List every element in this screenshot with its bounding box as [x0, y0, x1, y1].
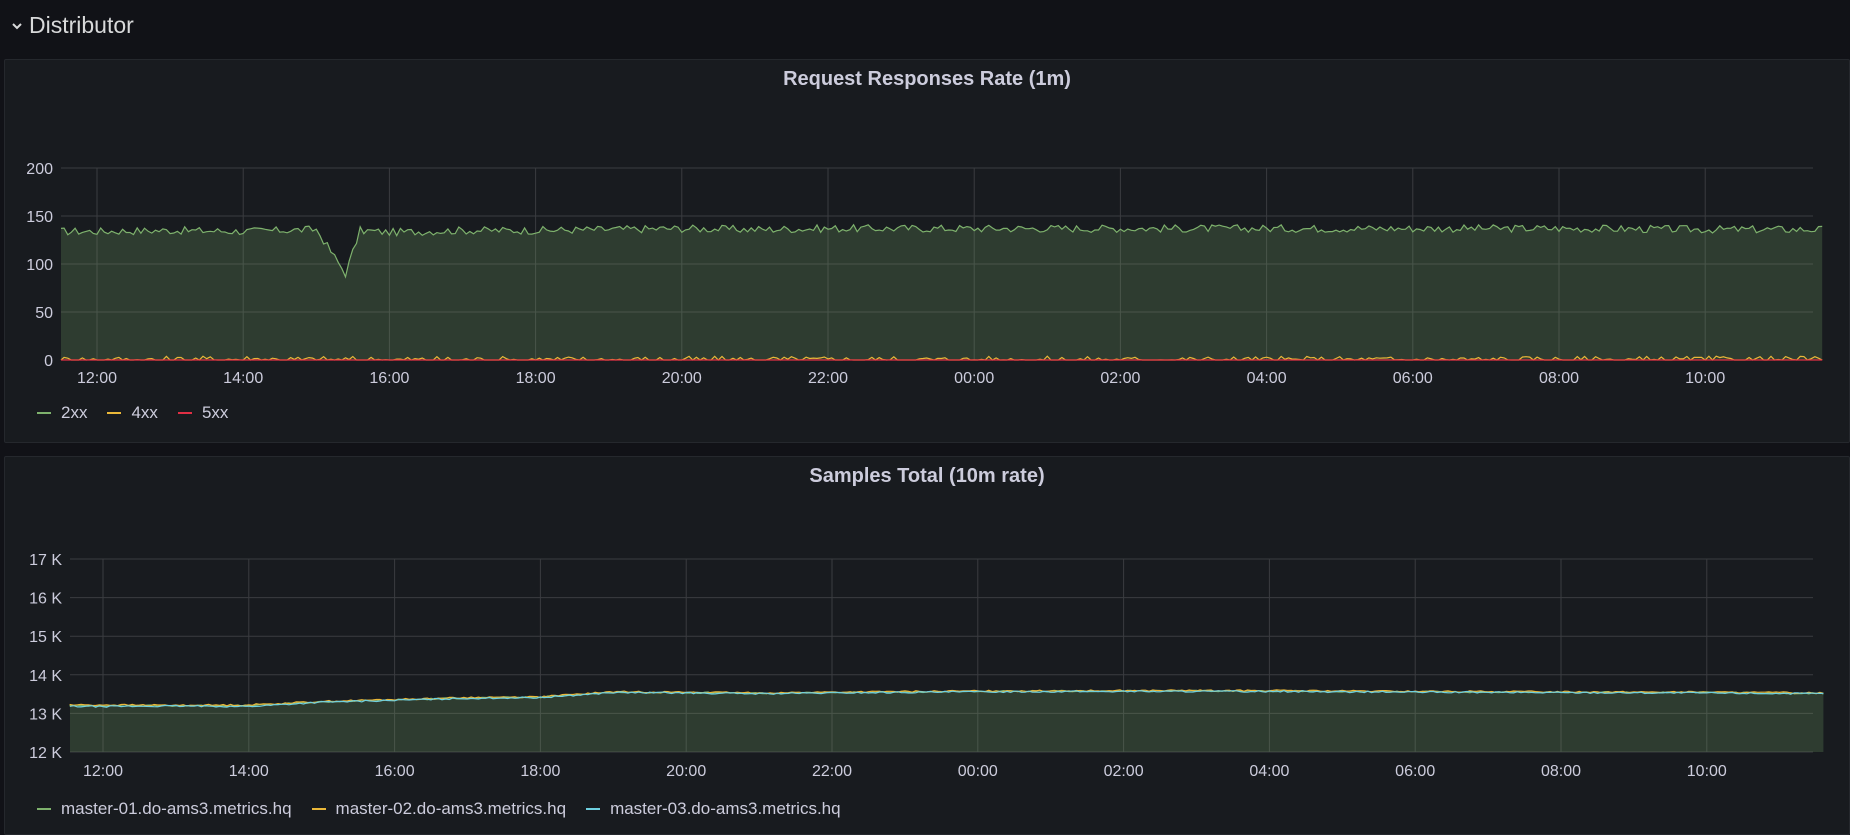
legend-swatch: [107, 412, 122, 414]
y-tick-label: 50: [35, 305, 53, 322]
legend-label: 5xx: [201, 403, 229, 422]
y-tick-label: 14 K: [29, 668, 62, 685]
series-line-2xx: [60, 223, 1823, 279]
chart-legend: 2xx 4xx 5xx: [37, 403, 228, 423]
x-tick-label: 18:00: [516, 370, 556, 387]
panel-title[interactable]: Request Responses Rate (1m): [783, 68, 1071, 90]
row-title: Distributor: [29, 11, 134, 38]
chevron-down-icon[interactable]: [9, 18, 25, 34]
x-tick-label: 04:00: [1249, 763, 1289, 780]
legend-swatch: [37, 412, 51, 414]
x-tick-label: 22:00: [812, 763, 852, 780]
legend-swatch: [586, 808, 601, 810]
legend-item[interactable]: 5xx: [177, 403, 229, 423]
row-header-distributor[interactable]: Distributor: [0, 0, 1850, 50]
x-tick-label: 02:00: [1100, 370, 1140, 387]
x-tick-label: 14:00: [229, 763, 269, 780]
y-tick-label: 200: [26, 161, 53, 178]
series-area-2xx: [61, 224, 1823, 360]
x-tick-label: 12:00: [83, 763, 123, 780]
legend-label: master-01.do-ams3.metrics.hq: [61, 799, 292, 818]
panel-samples-total[interactable]: Samples Total (10m rate) 12 K 13 K 14 K 15 …: [4, 456, 1850, 835]
x-tick-label: 14:00: [223, 370, 263, 387]
legend-swatch: [311, 808, 326, 810]
x-tick-label: 16:00: [369, 370, 409, 387]
x-tick-label: 12:00: [77, 370, 117, 387]
y-tick-label: 0: [44, 353, 53, 370]
y-tick-label: 12 K: [29, 745, 62, 762]
legend-label: master-03.do-ams3.metrics.hq: [610, 799, 841, 818]
x-tick-label: 02:00: [1104, 763, 1144, 780]
chart-legend: master-01.do-ams3.metrics.hq master-02.do…: [37, 799, 841, 819]
legend-item[interactable]: master-03.do-ams3.metrics.hq: [586, 799, 841, 819]
legend-swatch: [37, 808, 51, 810]
x-tick-label: 18:00: [520, 763, 560, 780]
x-tick-label: 20:00: [666, 763, 706, 780]
legend-swatch: [177, 412, 192, 414]
x-tick-label: 22:00: [808, 370, 848, 387]
chart-samples-total[interactable]: 12 K 13 K 14 K 15 K 16 K 17 K 12:00 14:00 16:00 1…: [5, 497, 1849, 817]
series-area-master-01.do-ams3.metrics.hq: [70, 690, 1824, 752]
x-tick-label: 06:00: [1395, 763, 1435, 780]
y-tick-label: 17 K: [29, 552, 62, 569]
series-line-4xx: [60, 355, 1823, 361]
legend-label: master-02.do-ams3.metrics.hq: [335, 799, 567, 818]
y-tick-label: 13 K: [29, 706, 62, 723]
y-tick-label: 16 K: [29, 591, 62, 608]
legend-label: 4xx: [131, 403, 158, 422]
legend-item[interactable]: 4xx: [107, 403, 158, 423]
panel-request-responses-rate[interactable]: Request Responses Rate (1m) 0 50 100 150 200…: [4, 59, 1850, 443]
legend-item[interactable]: master-02.do-ams3.metrics.hq: [311, 799, 567, 819]
x-tick-label: 20:00: [662, 370, 702, 387]
x-tick-label: 00:00: [954, 370, 994, 387]
x-tick-label: 10:00: [1685, 370, 1725, 387]
chart-request-responses-rate[interactable]: 0 50 100 150 200 12:00 14:00 16:00 18:00 20:00 22:…: [5, 100, 1849, 420]
legend-item[interactable]: 2xx: [37, 403, 87, 423]
x-tick-label: 06:00: [1393, 370, 1433, 387]
legend-item[interactable]: master-01.do-ams3.metrics.hq: [37, 799, 292, 819]
legend-label: 2xx: [61, 403, 88, 422]
x-tick-label: 16:00: [375, 763, 415, 780]
x-tick-label: 10:00: [1687, 763, 1727, 780]
y-tick-label: 150: [26, 209, 53, 226]
x-tick-label: 04:00: [1247, 370, 1287, 387]
series-line-master-03.do-ams3.metrics.hq: [69, 690, 1824, 708]
y-tick-label: 100: [26, 257, 53, 274]
y-tick-label: 15 K: [29, 629, 62, 646]
x-tick-label: 00:00: [958, 763, 998, 780]
x-tick-label: 08:00: [1539, 370, 1579, 387]
panel-title[interactable]: Samples Total (10m rate): [809, 465, 1045, 487]
x-tick-label: 08:00: [1541, 763, 1581, 780]
